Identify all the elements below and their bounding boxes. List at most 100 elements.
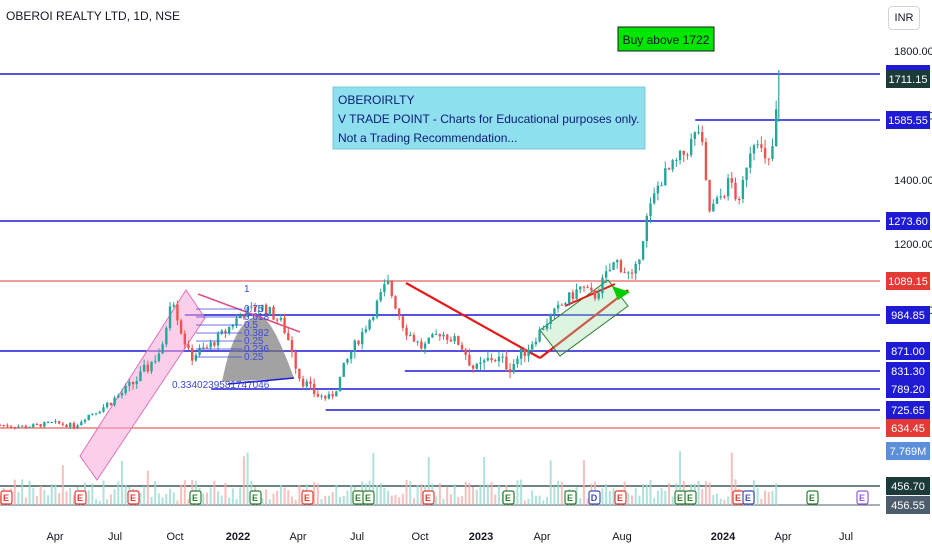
candle-body bbox=[43, 422, 46, 427]
volume-bar bbox=[298, 485, 301, 505]
candle-body bbox=[72, 423, 76, 428]
candle-body bbox=[150, 361, 153, 372]
earnings-event-icon[interactable] bbox=[588, 490, 601, 505]
red-trend-line[interactable] bbox=[539, 289, 629, 359]
earnings-event-icon[interactable] bbox=[74, 490, 87, 505]
candle-body bbox=[346, 359, 349, 363]
price-badge[interactable] bbox=[886, 419, 930, 437]
volume-bar bbox=[461, 495, 463, 505]
green-arrow[interactable] bbox=[612, 286, 630, 300]
pink-channel[interactable] bbox=[79, 289, 206, 481]
volume-bar bbox=[316, 483, 319, 505]
price-badge[interactable] bbox=[886, 342, 930, 360]
candle-body bbox=[242, 315, 246, 318]
earnings-event-icon[interactable] bbox=[127, 490, 140, 505]
earnings-event-icon[interactable] bbox=[684, 490, 697, 505]
candle-body bbox=[475, 363, 478, 369]
earnings-event-icon[interactable] bbox=[422, 490, 435, 505]
price-badge[interactable] bbox=[886, 401, 930, 419]
volume-bar bbox=[586, 498, 589, 505]
earnings-event-icon[interactable] bbox=[249, 490, 262, 505]
price-axis[interactable]: 1800.001600.001400.001200.001000.001728.… bbox=[886, 46, 932, 514]
price-badge[interactable] bbox=[886, 70, 930, 88]
price-badge-label: 1089.15 bbox=[888, 276, 928, 288]
buy-annotation[interactable]: Buy above 1722 bbox=[617, 26, 715, 52]
red-trend-line[interactable] bbox=[405, 282, 541, 359]
fib-base-line[interactable] bbox=[227, 377, 295, 385]
volume-bar bbox=[605, 484, 608, 505]
candle-body bbox=[76, 425, 79, 428]
grey-curve-shape[interactable] bbox=[222, 316, 294, 382]
lower-badge[interactable] bbox=[886, 477, 930, 495]
candle-body bbox=[556, 304, 560, 309]
earnings-event-icon[interactable] bbox=[189, 490, 202, 505]
candle-body bbox=[442, 334, 445, 337]
candle-body bbox=[505, 356, 508, 370]
volume-bar bbox=[520, 479, 523, 505]
earnings-event-icon[interactable] bbox=[564, 490, 577, 505]
fib-level-label: 0.75 bbox=[244, 304, 264, 315]
price-badge[interactable] bbox=[886, 111, 930, 129]
candle-body bbox=[320, 395, 323, 397]
candle-body bbox=[545, 323, 549, 329]
volume-bar bbox=[313, 481, 316, 505]
earnings-event-icon[interactable] bbox=[856, 490, 869, 505]
price-badge[interactable] bbox=[886, 272, 930, 290]
volume-bar bbox=[24, 497, 27, 505]
candle-body bbox=[623, 272, 626, 274]
volume-bar bbox=[106, 499, 109, 505]
earnings-event-icon[interactable] bbox=[742, 490, 755, 505]
volume-bar bbox=[268, 499, 271, 505]
candle-body bbox=[689, 138, 693, 156]
volume-badge[interactable] bbox=[886, 442, 930, 460]
lower-badge[interactable] bbox=[886, 496, 930, 514]
volume-bars bbox=[0, 451, 778, 505]
note-line-1: OBEROIRLTY bbox=[338, 93, 414, 107]
volume-bar bbox=[265, 489, 268, 505]
note-annotation[interactable]: OBEROIRLTY V TRADE POINT - Charts for Ed… bbox=[332, 86, 646, 150]
volume-bar bbox=[172, 492, 175, 505]
price-tick-label: 1400.00 bbox=[894, 175, 932, 187]
candle-body bbox=[50, 421, 53, 423]
event-letter: E bbox=[617, 493, 623, 503]
time-axis[interactable]: Apr Jul Oct 2022 Apr Jul Oct 2023 Apr Aug 2024 Apr J… bbox=[46, 531, 853, 543]
candle-body bbox=[682, 150, 685, 155]
volume-bar bbox=[764, 490, 767, 505]
candle-body bbox=[32, 424, 35, 428]
candle-body bbox=[771, 146, 774, 159]
lower-badge-label: 456.70 bbox=[891, 481, 925, 493]
volume-bar bbox=[379, 483, 382, 505]
volume-bar bbox=[627, 492, 630, 505]
earnings-event-icon[interactable] bbox=[614, 490, 627, 505]
price-badge[interactable] bbox=[886, 306, 930, 324]
price-badge-label: 1585.55 bbox=[888, 115, 928, 127]
volume-bar bbox=[756, 488, 759, 505]
earnings-event-icon[interactable] bbox=[0, 490, 13, 505]
earnings-event-icon[interactable] bbox=[806, 490, 819, 505]
volume-bar bbox=[246, 452, 249, 505]
event-letter: E bbox=[365, 493, 371, 503]
candle-body bbox=[464, 349, 467, 355]
candle-body bbox=[261, 304, 264, 311]
earnings-event-icon[interactable] bbox=[502, 490, 515, 505]
candle-body bbox=[752, 145, 756, 154]
fib-retracement[interactable]: 10.750.6180.50.3820.250.2360.250.3340239… bbox=[172, 284, 270, 391]
volume-bar bbox=[531, 490, 534, 505]
earnings-event-icon[interactable] bbox=[301, 490, 314, 505]
price-badge[interactable] bbox=[886, 380, 930, 398]
candle-body bbox=[394, 296, 397, 309]
candle-body bbox=[168, 306, 172, 329]
pink-trend-line[interactable] bbox=[197, 293, 301, 333]
candle-body bbox=[142, 364, 146, 372]
candle-body bbox=[397, 308, 401, 317]
price-badge[interactable] bbox=[886, 212, 930, 230]
candle-body bbox=[542, 328, 545, 330]
currency-button[interactable]: INR bbox=[888, 6, 920, 30]
earnings-event-icon[interactable] bbox=[362, 490, 375, 505]
candle-body bbox=[264, 304, 268, 314]
candle-body bbox=[65, 424, 68, 428]
price-badge[interactable] bbox=[886, 362, 930, 380]
fib-level-label: 0.25 bbox=[244, 352, 264, 363]
event-letter: E bbox=[677, 493, 683, 503]
